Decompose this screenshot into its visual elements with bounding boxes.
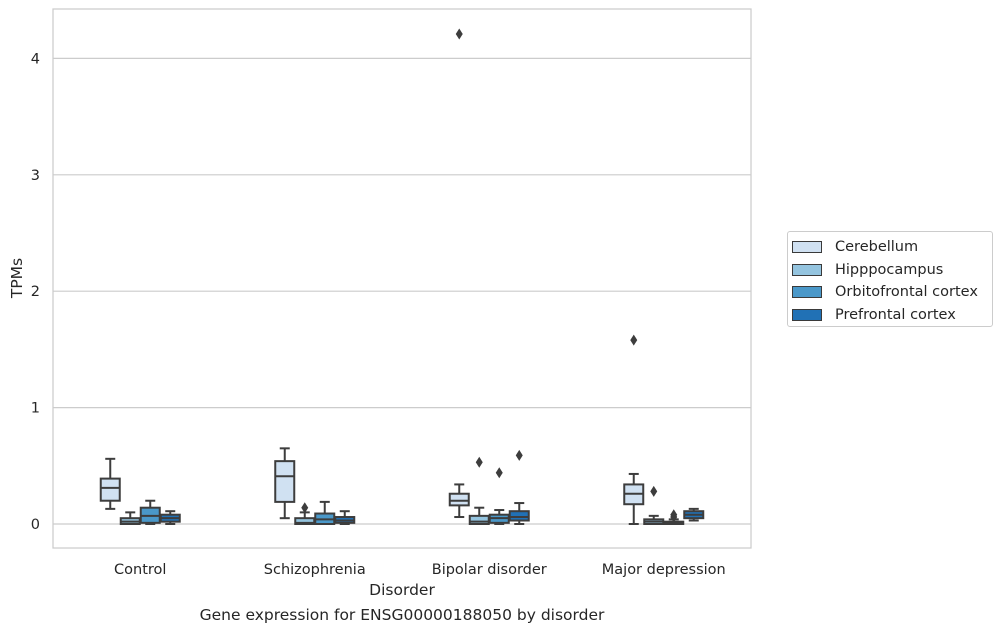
y-axis-label: TPMs xyxy=(8,258,26,299)
box-hipppocampus xyxy=(643,485,665,525)
y-tick-label: 2 xyxy=(31,284,40,300)
box-orbitofrontal-cortex xyxy=(663,509,685,525)
box-hipppocampus xyxy=(294,502,316,525)
legend-item: Prefrontal cortex xyxy=(792,304,992,327)
box xyxy=(448,492,470,507)
x-tick-label: Schizophrenia xyxy=(264,562,366,578)
y-tick-label: 3 xyxy=(31,168,40,184)
y-tick-label: 0 xyxy=(31,517,40,533)
outlier-point xyxy=(455,28,463,40)
outlier-point xyxy=(630,334,638,346)
x-tick-labels: Control Schizophrenia Bipolar disorder Majo… xyxy=(114,562,726,578)
x-axis-label: Disorder xyxy=(369,581,435,599)
y-tick-label: 4 xyxy=(31,51,40,67)
outlier-point xyxy=(475,456,483,468)
box-cerebellum xyxy=(448,28,470,519)
legend-swatch xyxy=(792,263,822,276)
legend-swatch xyxy=(792,286,822,299)
x-tick-label: Control xyxy=(114,562,166,578)
box xyxy=(274,460,296,503)
figure-caption: Gene expression for ENSG00000188050 by d… xyxy=(199,606,605,624)
legend-label: Hipppocampus xyxy=(835,261,944,278)
x-tick-label: Major depression xyxy=(602,562,726,578)
grid-lines xyxy=(53,57,751,525)
box-prefrontal-cortex xyxy=(683,507,705,522)
box xyxy=(508,510,530,522)
box xyxy=(99,477,121,502)
outlier-point xyxy=(515,449,523,461)
box-cerebellum xyxy=(623,334,645,525)
legend-item: Orbitofrontal cortex xyxy=(792,281,992,304)
box-hipppocampus xyxy=(468,456,490,525)
box-orbitofrontal-cortex xyxy=(314,500,336,525)
legend-label: Orbitofrontal cortex xyxy=(835,284,978,301)
y-tick-label: 1 xyxy=(31,401,40,417)
x-tick-label: Bipolar disorder xyxy=(432,562,547,578)
box-cerebellum xyxy=(274,447,296,520)
y-tick-labels: 0 1 2 3 4 xyxy=(31,51,40,533)
box-prefrontal-cortex xyxy=(159,510,181,525)
box-prefrontal-cortex xyxy=(508,449,530,525)
box-cerebellum xyxy=(99,457,121,510)
box-plots xyxy=(99,28,705,525)
outlier-point xyxy=(670,511,678,523)
legend: Cerebellum Hipppocampus Orbitofrontal cort… xyxy=(787,231,993,327)
plot-frame xyxy=(52,8,752,549)
outlier-point xyxy=(650,485,658,497)
legend-item: Hipppocampus xyxy=(792,259,992,282)
legend-label: Cerebellum xyxy=(835,239,919,256)
box-orbitofrontal-cortex xyxy=(139,499,161,525)
legend-item: Cerebellum xyxy=(792,236,992,259)
box-orbitofrontal-cortex xyxy=(488,467,510,525)
legend-swatch xyxy=(792,241,822,254)
outlier-point xyxy=(495,467,503,479)
box xyxy=(468,514,490,525)
outlier-point xyxy=(301,502,309,514)
legend-label: Prefrontal cortex xyxy=(835,306,956,323)
legend-swatch xyxy=(792,308,822,321)
box-hipppocampus xyxy=(119,511,141,525)
box-prefrontal-cortex xyxy=(334,510,356,525)
